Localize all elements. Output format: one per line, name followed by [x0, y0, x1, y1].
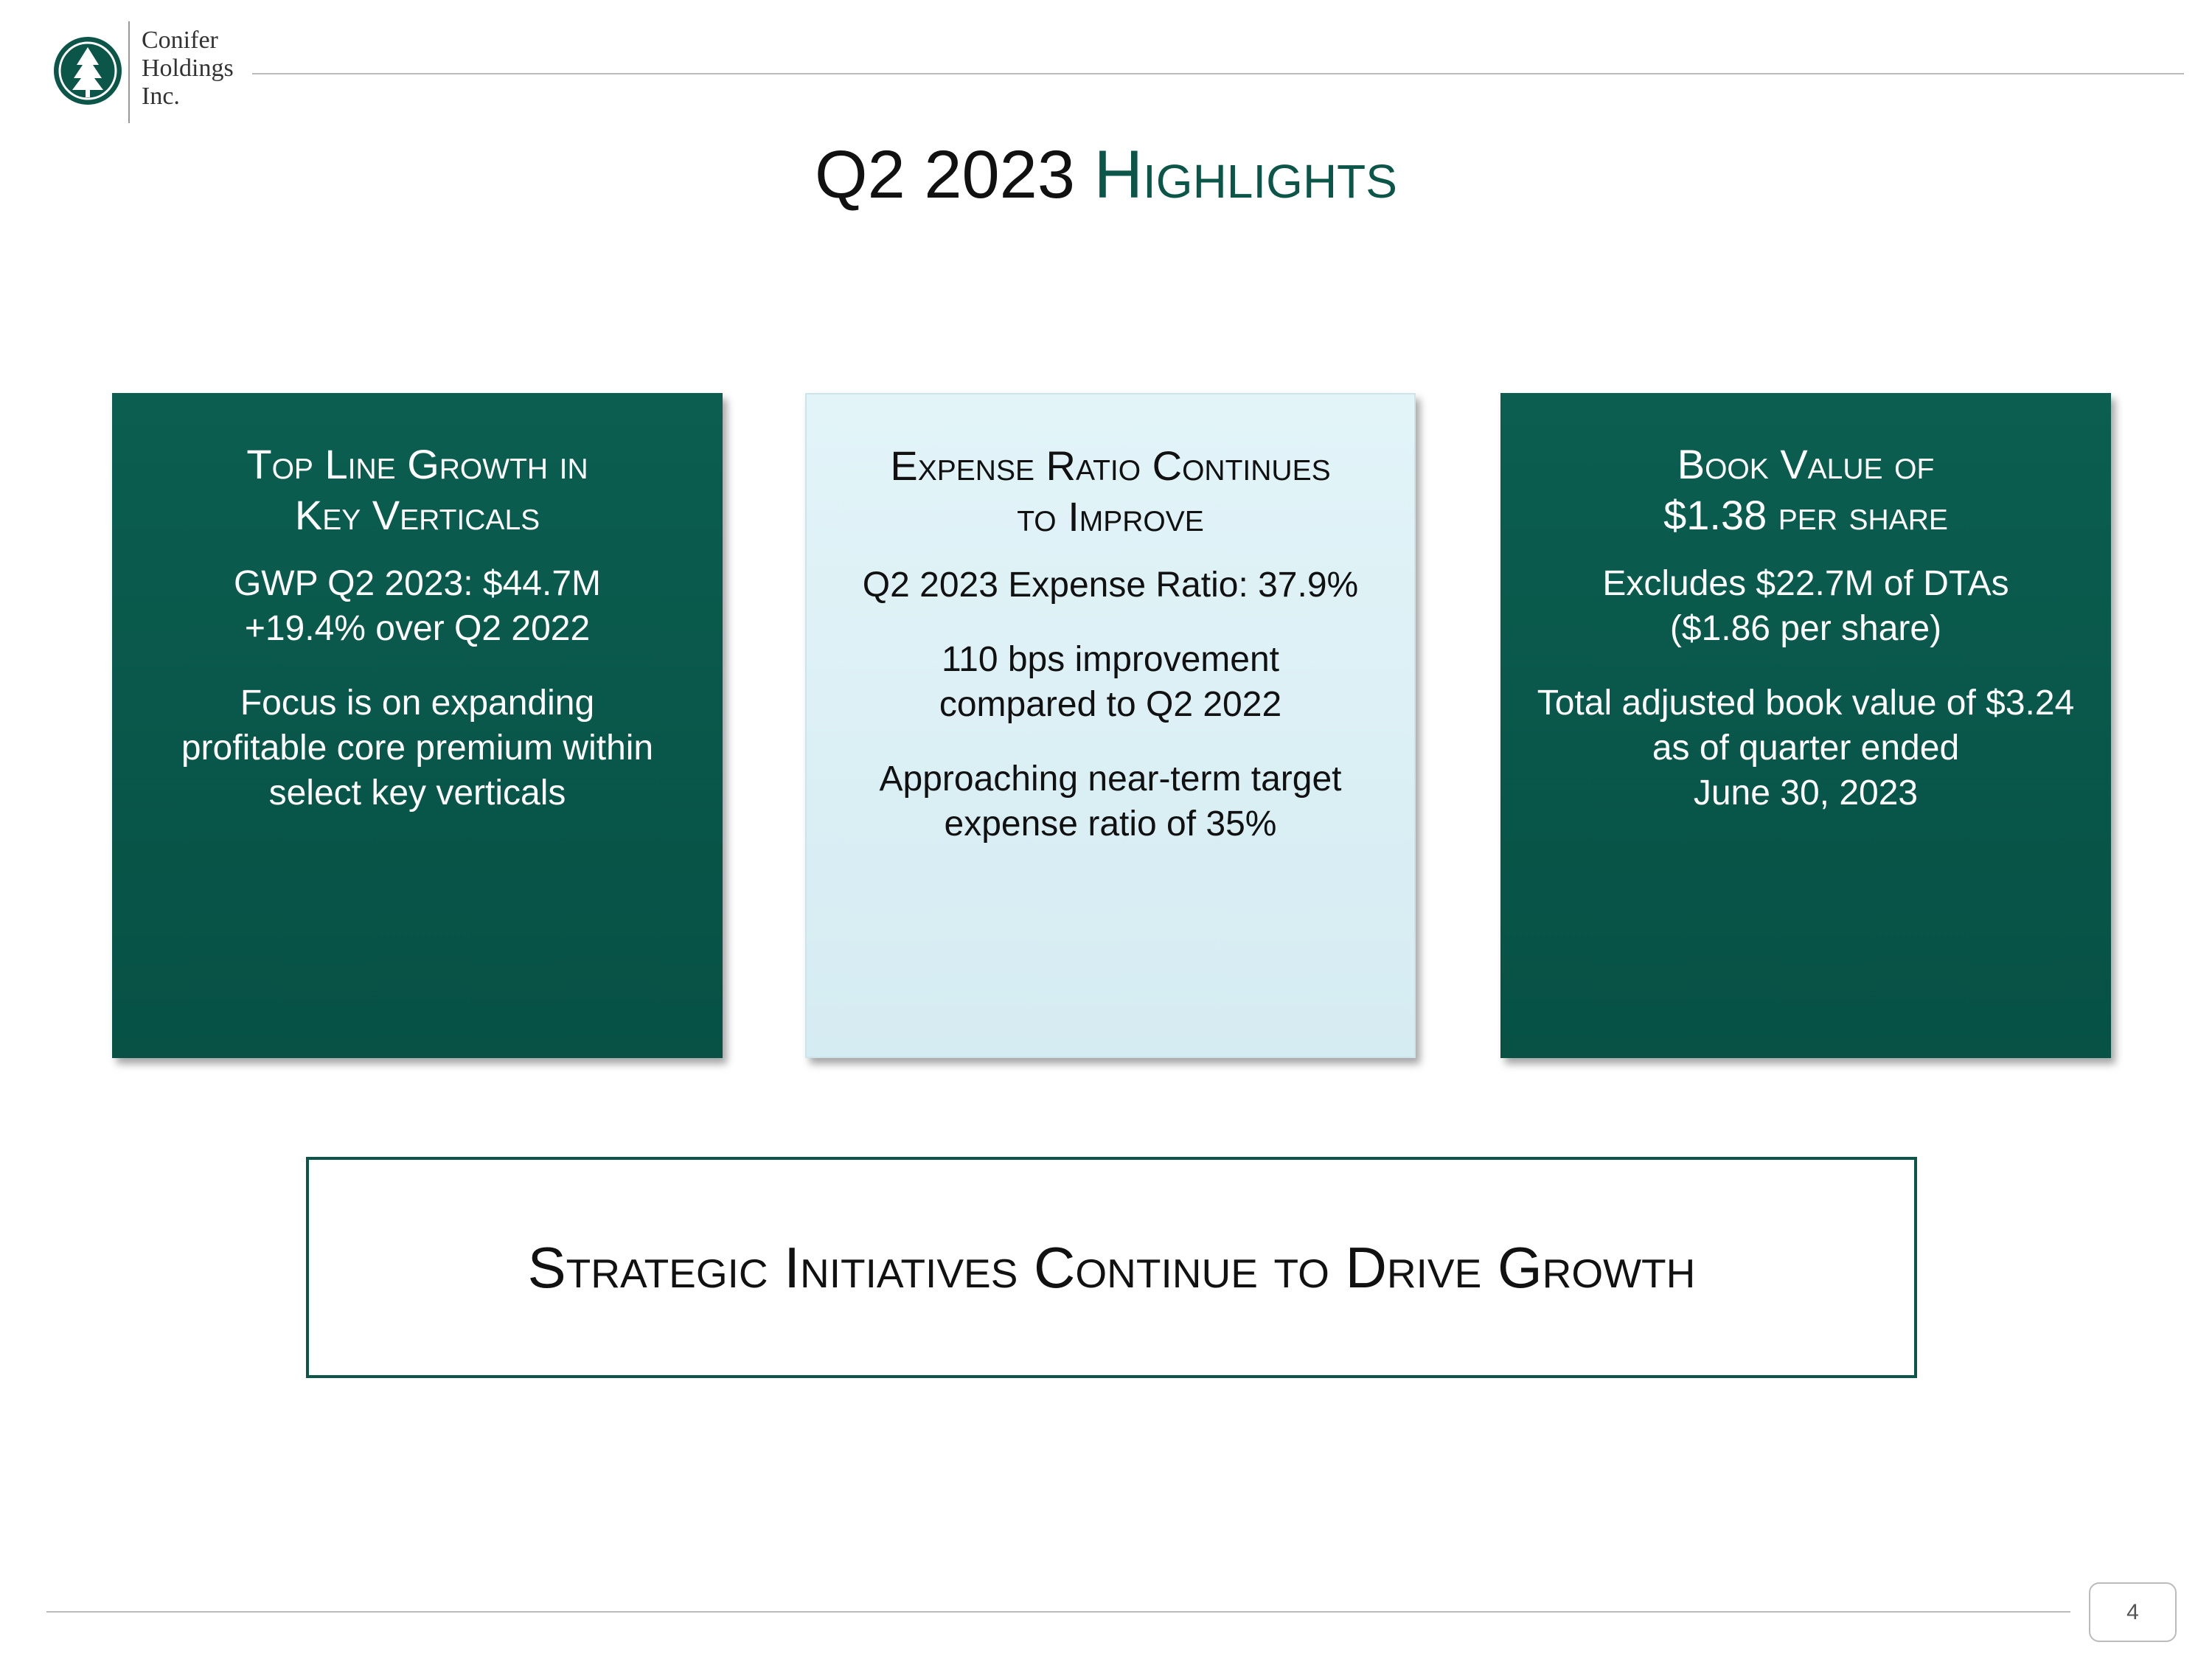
- card-text-line: compared to Q2 2022: [939, 685, 1282, 724]
- card-paragraph: Approaching near-term target expense rati…: [807, 757, 1414, 846]
- card-text-line: +19.4% over Q2 2022: [244, 609, 591, 648]
- highlight-card: Top Line Growth in Key Verticals GWP Q2 20…: [112, 393, 723, 1058]
- card-text-line: expense ratio of 35%: [944, 804, 1277, 844]
- page-number: 4: [2089, 1582, 2177, 1642]
- logo-text: Conifer Holdings Inc.: [142, 27, 234, 111]
- card-text-line: Excludes $22.7M of DTAs: [1602, 564, 2009, 603]
- card-text-line: Approaching near-term target: [879, 759, 1342, 799]
- highlight-card: Book Value of $1.38 per share Excludes $22…: [1500, 393, 2111, 1058]
- card-title: Expense Ratio Continues to Improve: [807, 440, 1414, 542]
- banner: Strategic Initiatives Continue to Drive …: [306, 1157, 1917, 1378]
- card-title-line: $1.38 per share: [1663, 492, 1948, 538]
- card-text-line: 110 bps improvement: [941, 640, 1279, 679]
- card-text-line: GWP Q2 2023: $44.7M: [233, 564, 602, 603]
- card-title: Top Line Growth in Key Verticals: [112, 439, 723, 540]
- highlight-card: Expense Ratio Continues to Improve Q2 2023…: [805, 393, 1416, 1058]
- logo-trunk: [86, 90, 90, 97]
- card-text-line: Total adjusted book value of $3.24: [1537, 684, 2075, 723]
- card-title-line: Book Value of: [1677, 441, 1935, 487]
- title-lead: Q2 2023: [815, 137, 1075, 212]
- card-title-line: to Improve: [1017, 493, 1204, 540]
- logo-line: Inc.: [142, 83, 180, 110]
- card-text-line: as of quarter ended: [1652, 728, 1960, 768]
- card-text-line: Focus is on expanding: [240, 684, 595, 723]
- card-text-line: Q2 2023 Expense Ratio: 37.9%: [862, 566, 1359, 605]
- card-text-line: June 30, 2023: [1693, 773, 1919, 813]
- card-title-line: Top Line Growth in: [246, 441, 588, 487]
- card-title-line: Key Verticals: [294, 492, 540, 538]
- card-title: Book Value of $1.38 per share: [1500, 439, 2111, 540]
- card-paragraph: Focus is on expanding profitable core pre…: [112, 681, 723, 815]
- card-text-line: select key verticals: [268, 773, 566, 813]
- card-text-line: ($1.86 per share): [1669, 609, 1942, 648]
- card-paragraph: GWP Q2 2023: $44.7M +19.4% over Q2 2022: [112, 561, 723, 651]
- card-title-line: Expense Ratio Continues: [890, 442, 1331, 489]
- logo-line: Conifer: [142, 27, 218, 54]
- logo-ring: [58, 41, 117, 100]
- card-paragraph: 110 bps improvement compared to Q2 2022: [807, 637, 1414, 727]
- title-accent: Highlights: [1093, 137, 1397, 212]
- card-paragraph: Excludes $22.7M of DTAs ($1.86 per share): [1500, 561, 2111, 651]
- card-paragraph: Q2 2023 Expense Ratio: 37.9%: [807, 563, 1414, 608]
- logo-line: Holdings: [142, 55, 234, 82]
- card-text-line: profitable core premium within: [181, 728, 654, 768]
- slide-title: Q2 2023 Highlights: [0, 136, 2212, 214]
- logo-tree: [72, 47, 103, 90]
- card-paragraph: Total adjusted book value of $3.24 as of …: [1500, 681, 2111, 815]
